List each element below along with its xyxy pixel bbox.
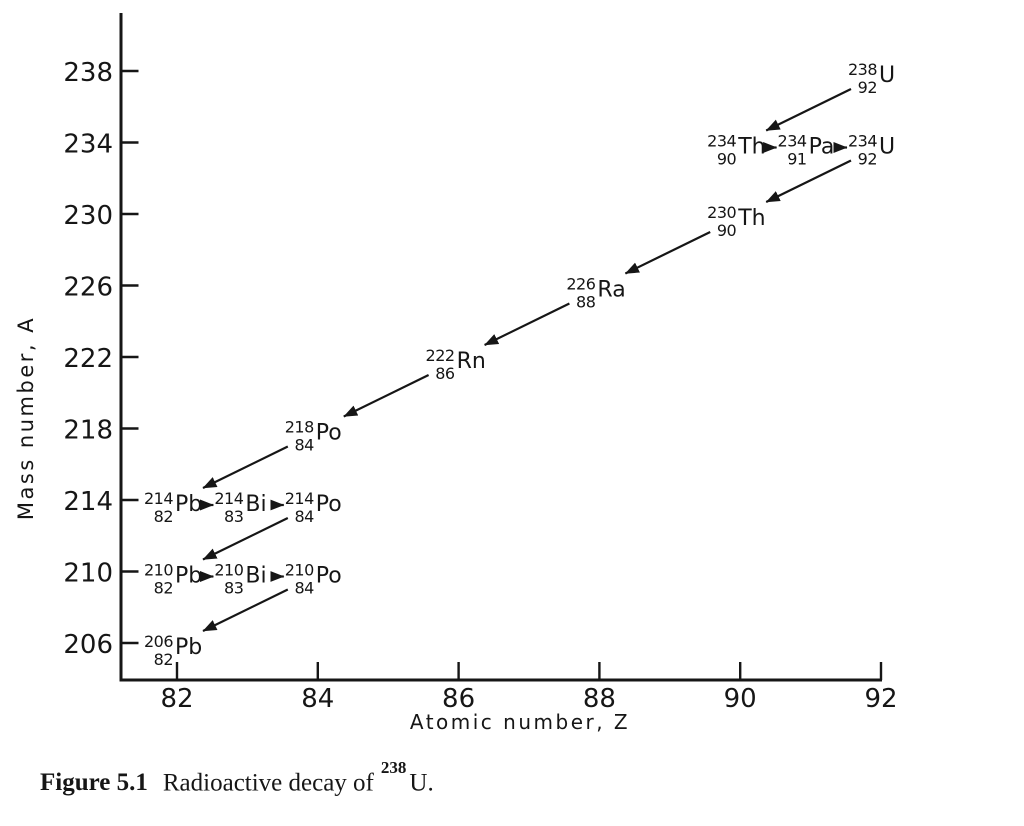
y-tick-label: 206 bbox=[63, 630, 113, 660]
x-tick-label: 84 bbox=[301, 684, 334, 714]
x-tick-label: 92 bbox=[864, 684, 897, 714]
y-tick-label: 218 bbox=[63, 416, 113, 446]
nuclide-atomic-number: 84 bbox=[294, 507, 314, 526]
nuclide-atomic-number: 91 bbox=[787, 150, 806, 169]
nuclide-atomic-number: 88 bbox=[576, 293, 596, 312]
nuclide-atomic-number: 83 bbox=[224, 507, 243, 526]
nuclide-mass-number: 214 bbox=[144, 489, 173, 508]
nuclide-symbol: Po bbox=[316, 564, 342, 589]
nuclide-atomic-number: 90 bbox=[717, 150, 737, 169]
nuclide-atomic-number: 82 bbox=[154, 507, 173, 526]
alpha-decay-arrow bbox=[202, 588, 289, 632]
y-tick-label: 230 bbox=[63, 201, 113, 231]
alpha-decay-arrow bbox=[202, 517, 289, 561]
nuclide-symbol: Pb bbox=[175, 492, 202, 517]
y-tick-label: 226 bbox=[63, 273, 113, 303]
nuclide-symbol: U bbox=[879, 135, 895, 160]
nuclide-mass-number: 238 bbox=[848, 60, 877, 79]
alpha-decay-arrow bbox=[624, 231, 711, 275]
x-axis-title: Atomic number, Z bbox=[410, 710, 630, 734]
y-tick-label: 214 bbox=[63, 487, 113, 517]
nuclide-symbol: Rn bbox=[457, 349, 486, 374]
y-axis-title: Mass number, A bbox=[14, 316, 38, 520]
y-tick-label: 234 bbox=[63, 130, 113, 160]
nuclide-mass-number: 210 bbox=[144, 561, 173, 580]
nuclide-symbol: Bi bbox=[245, 492, 266, 517]
nuclide-atomic-number: 92 bbox=[858, 78, 877, 97]
caption-nuclide-mass: 238 bbox=[380, 758, 407, 777]
y-tick-label: 210 bbox=[63, 559, 113, 589]
nuclide-mass-number: 210 bbox=[214, 561, 243, 580]
nuclide-symbol: Pb bbox=[175, 564, 202, 589]
nuclide-symbol: Ra bbox=[597, 278, 625, 303]
nuclide-mass-number: 226 bbox=[566, 275, 595, 294]
x-tick-label: 90 bbox=[724, 684, 757, 714]
caption-label: Figure 5.1 bbox=[40, 769, 148, 797]
nuclide-symbol: Pb bbox=[175, 635, 202, 660]
alpha-decay-arrow bbox=[765, 88, 852, 132]
caption-text: Radioactive decay of bbox=[162, 769, 374, 797]
nuclide-mass-number: 206 bbox=[144, 632, 173, 651]
y-tick-label: 238 bbox=[63, 58, 113, 88]
nuclide-symbol: Pa bbox=[809, 135, 835, 160]
nuclide-symbol: Bi bbox=[245, 564, 266, 589]
nuclide-mass-number: 230 bbox=[707, 203, 736, 222]
alpha-decay-arrow bbox=[484, 302, 570, 346]
nuclide-symbol: Po bbox=[316, 492, 342, 517]
nuclide-symbol: Th bbox=[737, 135, 765, 160]
nuclide-atomic-number: 82 bbox=[154, 650, 173, 669]
nuclide-atomic-number: 86 bbox=[435, 364, 455, 383]
alpha-decay-arrow bbox=[343, 374, 430, 418]
nuclide-atomic-number: 90 bbox=[717, 221, 737, 240]
y-tick-label: 222 bbox=[63, 344, 113, 374]
nuclide-atomic-number: 92 bbox=[858, 150, 877, 169]
caption-nuclide-symbol: U bbox=[409, 769, 428, 797]
nuclide-atomic-number: 84 bbox=[294, 436, 314, 455]
nuclide-mass-number: 234 bbox=[848, 132, 877, 151]
nuclide-atomic-number: 84 bbox=[294, 579, 314, 598]
x-tick-label: 82 bbox=[160, 684, 193, 714]
x-tick-label: 86 bbox=[442, 684, 475, 714]
nuclide-mass-number: 222 bbox=[426, 346, 455, 365]
nuclide-mass-number: 214 bbox=[285, 489, 314, 508]
nuclide-symbol: Po bbox=[316, 421, 342, 446]
nuclide-mass-number: 234 bbox=[707, 132, 736, 151]
alpha-decay-arrow bbox=[765, 159, 852, 203]
nuclide-atomic-number: 82 bbox=[154, 579, 173, 598]
alpha-decay-arrow bbox=[202, 445, 289, 489]
nuclide-mass-number: 218 bbox=[285, 418, 314, 437]
nuclide-atomic-number: 83 bbox=[224, 579, 243, 598]
figure-caption: Figure 5.1 Radioactive decay of 238U. bbox=[40, 758, 434, 797]
nuclide-symbol: U bbox=[879, 63, 895, 88]
nuclide-mass-number: 234 bbox=[778, 132, 807, 151]
axes-lines bbox=[119, 13, 882, 682]
caption-period: . bbox=[427, 769, 434, 797]
nuclide-mass-number: 214 bbox=[214, 489, 243, 508]
x-tick-label: 88 bbox=[583, 684, 616, 714]
nuclide-symbol: Th bbox=[737, 206, 765, 231]
nuclide-mass-number: 210 bbox=[285, 561, 314, 580]
